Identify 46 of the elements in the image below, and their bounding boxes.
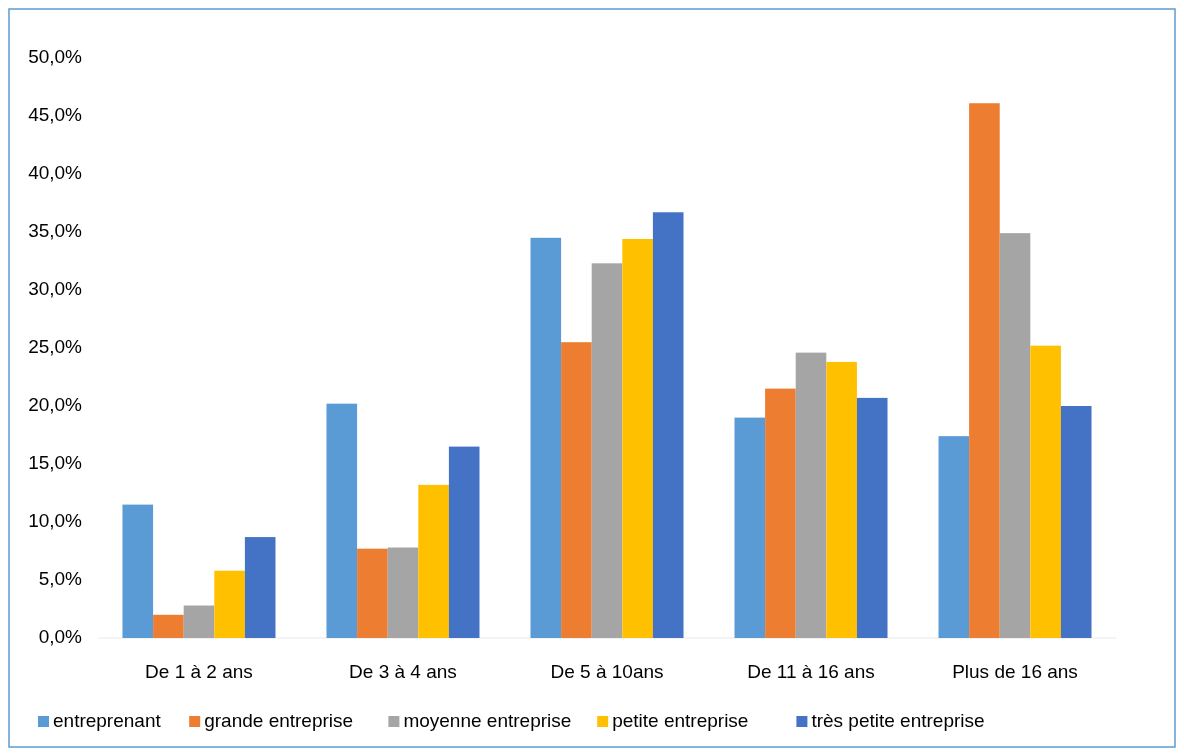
bar bbox=[795, 352, 827, 638]
bar bbox=[153, 614, 184, 638]
bar bbox=[999, 233, 1031, 638]
y-tick-label: 45,0% bbox=[28, 104, 83, 126]
bar bbox=[530, 237, 562, 638]
x-tick-label: De 1 à 2 ans bbox=[145, 661, 253, 682]
legend-label: entreprenant bbox=[53, 710, 162, 731]
x-tick-label: De 3 à 4 ans bbox=[349, 661, 457, 682]
y-tick-label: 5,0% bbox=[38, 568, 83, 590]
legend-label: très petite entreprise bbox=[811, 710, 985, 731]
x-tick-label: Plus de 16 ans bbox=[952, 661, 1078, 682]
bar bbox=[734, 417, 766, 638]
bar bbox=[826, 361, 857, 638]
y-tick-label: 35,0% bbox=[28, 220, 83, 242]
bar bbox=[765, 388, 796, 638]
bar bbox=[418, 484, 449, 638]
y-tick-label: 10,0% bbox=[28, 510, 83, 532]
bar bbox=[326, 403, 358, 638]
y-tick-label: 30,0% bbox=[28, 278, 83, 300]
bar bbox=[622, 238, 653, 638]
bar bbox=[387, 547, 419, 638]
bar bbox=[856, 397, 888, 638]
x-tick-label: De 5 à 10ans bbox=[550, 661, 664, 682]
bar bbox=[591, 263, 623, 638]
x-tick-label: De 11 à 16 ans bbox=[747, 661, 875, 682]
bar bbox=[244, 537, 276, 638]
bar bbox=[1060, 406, 1092, 638]
bar bbox=[938, 436, 970, 638]
bar bbox=[652, 212, 684, 638]
bar bbox=[214, 570, 245, 638]
y-tick-label: 20,0% bbox=[28, 394, 83, 416]
legend-label: petite entreprise bbox=[612, 710, 749, 731]
y-tick-label: 40,0% bbox=[28, 162, 83, 184]
y-tick-label: 0,0% bbox=[38, 626, 83, 648]
bar bbox=[969, 103, 1000, 638]
y-tick-label: 15,0% bbox=[28, 452, 83, 474]
bar bbox=[1030, 345, 1061, 638]
bar bbox=[183, 605, 215, 638]
bar bbox=[357, 548, 388, 638]
bar bbox=[122, 504, 154, 638]
legend-label: moyenne entreprise bbox=[403, 710, 572, 731]
bar bbox=[561, 342, 592, 638]
bar bbox=[448, 446, 480, 638]
y-tick-label: 50,0% bbox=[28, 46, 83, 68]
legend-label: grande entreprise bbox=[204, 710, 354, 731]
y-tick-label: 25,0% bbox=[28, 336, 83, 358]
